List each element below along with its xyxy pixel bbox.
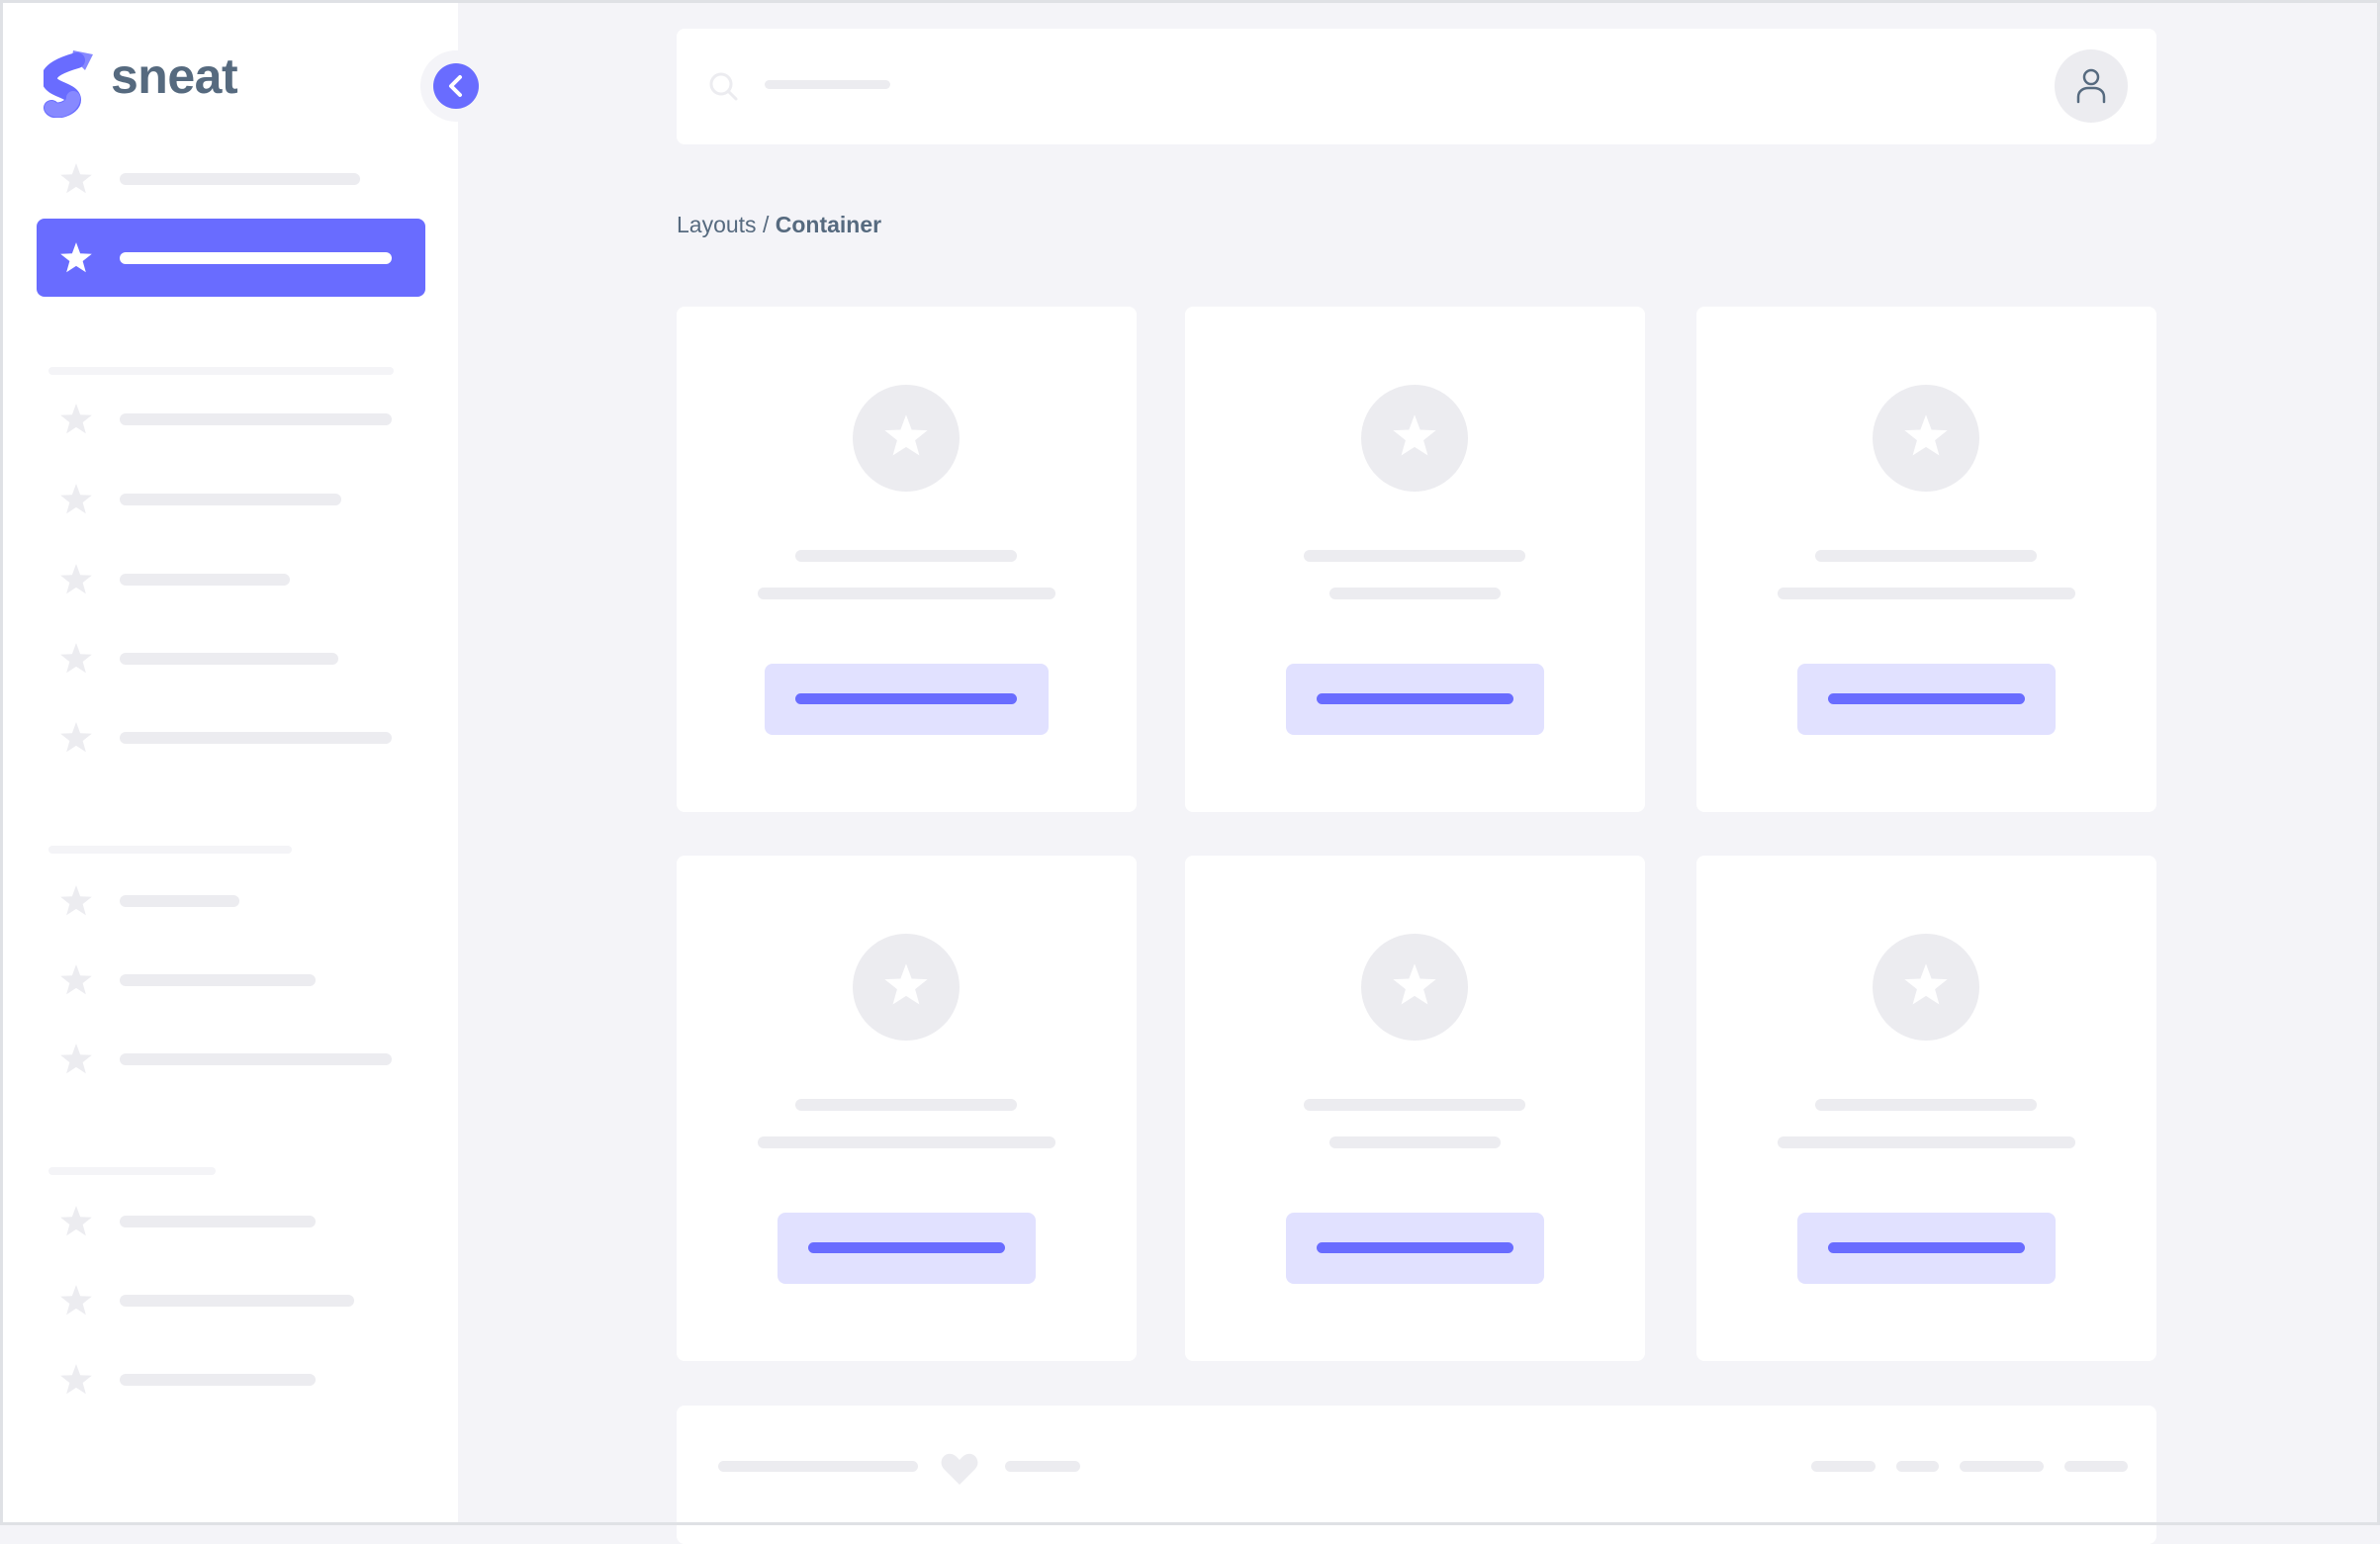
sidebar-item[interactable] (120, 413, 392, 425)
sneat-logo-icon (44, 50, 93, 118)
sidebar-item[interactable] (120, 1216, 316, 1227)
star-icon (57, 719, 95, 757)
card-button-label (1827, 693, 2025, 704)
card-button-label (1827, 1242, 2025, 1253)
star-icon (57, 561, 95, 598)
user-icon (2076, 68, 2106, 104)
star-icon (880, 959, 932, 1016)
card-text (757, 588, 1055, 599)
sidebar-section-header (48, 367, 394, 375)
content-card (1185, 856, 1645, 1361)
card-button[interactable] (1796, 1213, 2056, 1284)
star-icon (57, 882, 95, 920)
breadcrumb-current: Container (775, 212, 882, 237)
card-text (1328, 588, 1501, 599)
footer-link[interactable] (1811, 1461, 1876, 1472)
sidebar-item[interactable] (120, 732, 392, 744)
footer-link[interactable] (1005, 1461, 1080, 1472)
footer-text (718, 1461, 918, 1472)
chevron-left-icon (449, 75, 462, 97)
footer-link[interactable] (1896, 1461, 1939, 1472)
star-icon (57, 640, 95, 678)
content-card (1696, 307, 2156, 812)
star-icon (57, 1282, 95, 1319)
sidebar-item[interactable] (120, 653, 338, 665)
sidebar-item[interactable] (120, 974, 316, 986)
footer (677, 1406, 2156, 1544)
search-input[interactable] (765, 80, 890, 89)
star-icon (1389, 410, 1440, 467)
sidebar-item[interactable] (120, 895, 239, 907)
content-card (1185, 307, 1645, 812)
breadcrumb-parent[interactable]: Layouts (677, 212, 757, 237)
card-text (1777, 588, 2075, 599)
footer-link[interactable] (1960, 1461, 2044, 1472)
top-navbar (677, 29, 2156, 144)
card-button-label (1316, 1242, 1513, 1253)
star-icon (1389, 959, 1440, 1016)
card-icon-circle (853, 385, 960, 492)
search-icon[interactable] (708, 71, 740, 103)
card-button-label (1316, 693, 1513, 704)
card-button-label (795, 693, 1017, 704)
star-icon (880, 410, 932, 467)
star-icon (57, 961, 95, 999)
user-avatar[interactable] (2055, 49, 2128, 123)
card-title (795, 550, 1017, 562)
breadcrumb: Layouts / Container (677, 212, 881, 238)
sidebar-item[interactable] (120, 173, 360, 185)
sidebar-item[interactable] (120, 1374, 316, 1386)
card-button[interactable] (1796, 664, 2056, 735)
card-title (1815, 1099, 2037, 1111)
card-button[interactable] (764, 664, 1049, 735)
sidebar-item[interactable] (120, 1053, 392, 1065)
card-icon-circle (853, 934, 960, 1041)
card-button[interactable] (1285, 664, 1544, 735)
card-button[interactable] (777, 1213, 1036, 1284)
content-card (1696, 856, 2156, 1361)
star-icon (57, 1361, 95, 1399)
brand-name: sneat (111, 48, 238, 104)
sidebar-item[interactable] (120, 1295, 354, 1307)
sidebar-item[interactable] (120, 574, 290, 586)
card-icon-circle (1873, 934, 1979, 1041)
star-icon (57, 1041, 95, 1078)
card-button[interactable] (1285, 1213, 1544, 1284)
star-icon (57, 239, 95, 277)
card-text (1777, 1136, 2075, 1148)
card-icon-circle (1873, 385, 1979, 492)
footer-link[interactable] (2064, 1461, 2128, 1472)
star-icon (57, 481, 95, 518)
card-icon-circle (1361, 385, 1468, 492)
sidebar-item[interactable] (120, 494, 341, 505)
sidebar: sneat (0, 0, 458, 1525)
sidebar-item[interactable] (120, 252, 392, 264)
content-card (677, 307, 1137, 812)
star-icon (57, 1203, 95, 1240)
heart-icon (941, 1453, 978, 1485)
card-title (795, 1099, 1017, 1111)
card-title (1304, 1099, 1525, 1111)
card-icon-circle (1361, 934, 1468, 1041)
content-card (677, 856, 1137, 1361)
star-icon (1900, 959, 1952, 1016)
card-text (757, 1136, 1055, 1148)
card-text (1328, 1136, 1501, 1148)
sidebar-section-header (48, 1167, 216, 1175)
card-title (1815, 550, 2037, 562)
card-button-label (807, 1242, 1005, 1253)
sidebar-section-header (48, 846, 292, 854)
collapse-sidebar-button[interactable] (433, 63, 479, 109)
star-icon (1900, 410, 1952, 467)
breadcrumb-separator: / (756, 212, 776, 237)
star-icon (57, 160, 95, 198)
card-title (1304, 550, 1525, 562)
star-icon (57, 401, 95, 438)
